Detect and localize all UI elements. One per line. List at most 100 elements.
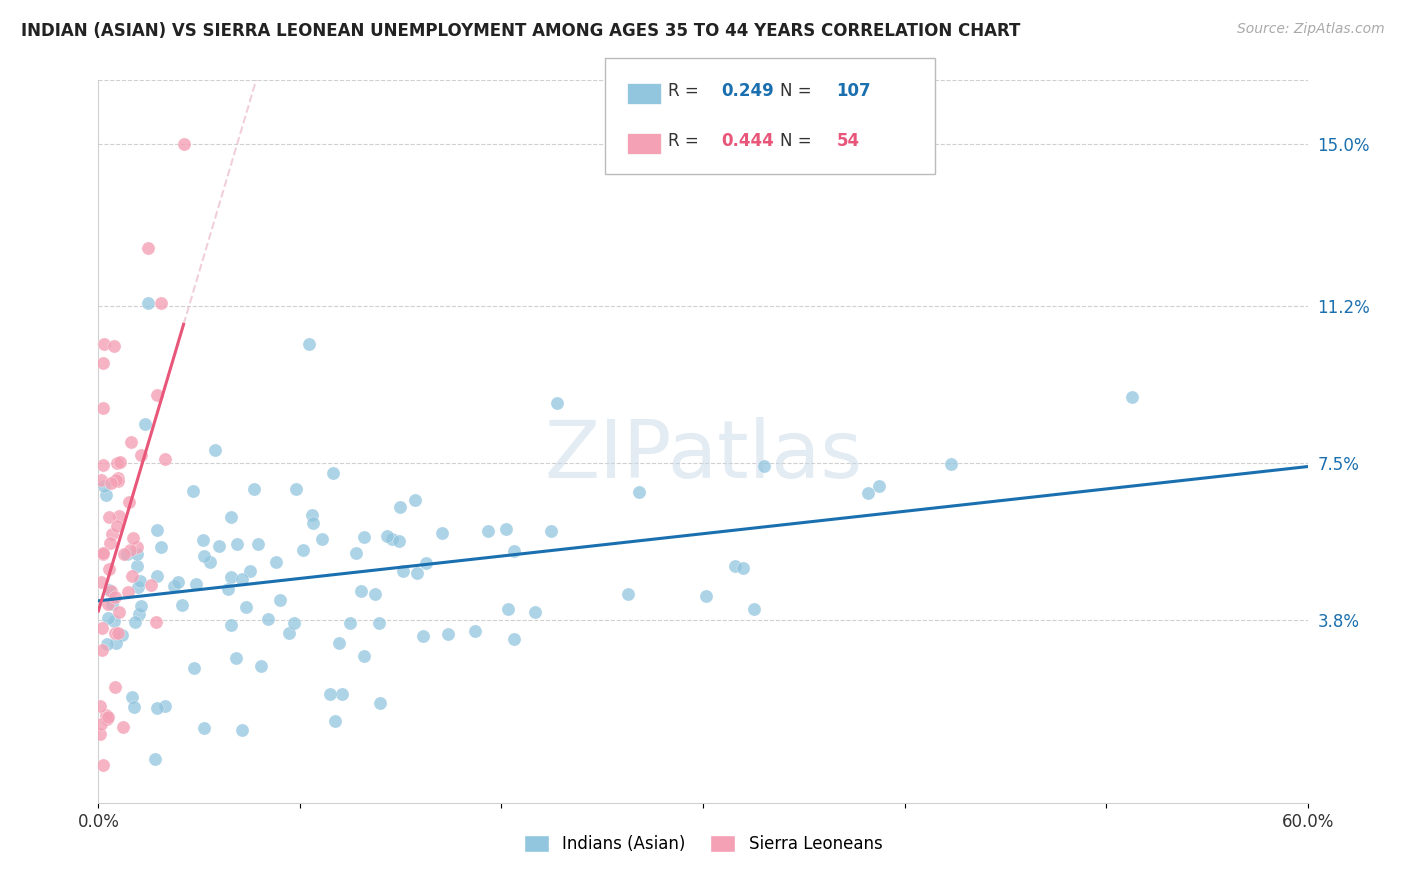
Point	[1121, 391, 1143, 405]
Point	[146, 524, 169, 538]
Point	[118, 495, 141, 509]
Point	[91, 758, 114, 772]
Point	[90, 716, 112, 731]
Point	[285, 482, 308, 496]
Point	[298, 336, 321, 351]
Point	[139, 578, 162, 592]
Point	[430, 526, 453, 541]
Point	[724, 559, 747, 574]
Point	[283, 615, 305, 630]
Point	[124, 699, 146, 714]
Point	[217, 582, 239, 597]
Point	[121, 569, 143, 583]
Point	[127, 580, 149, 594]
Point	[146, 701, 169, 715]
Point	[91, 401, 114, 416]
Point	[302, 516, 325, 531]
Point	[540, 524, 562, 538]
Point	[193, 721, 215, 735]
Point	[136, 241, 159, 255]
Text: 0.444: 0.444	[721, 132, 775, 150]
Point	[91, 547, 114, 561]
Point	[94, 708, 117, 723]
Point	[100, 475, 122, 490]
Point	[112, 547, 135, 561]
Point	[89, 727, 111, 741]
Point	[246, 536, 269, 550]
Point	[523, 605, 546, 619]
Point	[121, 690, 143, 704]
Point	[219, 618, 242, 632]
Point	[204, 442, 226, 457]
Point	[278, 625, 301, 640]
Point	[110, 628, 132, 642]
Point	[107, 470, 129, 484]
Point	[91, 545, 114, 559]
Point	[120, 435, 142, 450]
Point	[350, 583, 373, 598]
Point	[145, 388, 167, 402]
Point	[105, 519, 128, 533]
Point	[339, 615, 361, 630]
Point	[125, 547, 148, 561]
Point	[184, 576, 207, 591]
Point	[124, 615, 146, 630]
Point	[100, 584, 122, 599]
Point	[97, 510, 120, 524]
Text: INDIAN (ASIAN) VS SIERRA LEONEAN UNEMPLOYMENT AMONG AGES 35 TO 44 YEARS CORRELAT: INDIAN (ASIAN) VS SIERRA LEONEAN UNEMPLO…	[21, 22, 1021, 40]
Point	[97, 611, 120, 625]
Point	[257, 611, 280, 625]
Point	[219, 570, 242, 584]
Point	[146, 569, 169, 583]
Text: 0.249: 0.249	[721, 82, 775, 100]
Point	[389, 500, 412, 515]
Point	[292, 543, 315, 558]
Point	[101, 597, 124, 611]
Point	[103, 338, 125, 352]
Point	[231, 723, 253, 737]
Point	[107, 606, 129, 620]
Point	[162, 579, 184, 593]
Point	[191, 533, 214, 548]
Point	[330, 687, 353, 701]
Point	[183, 661, 205, 675]
Point	[856, 486, 879, 500]
Point	[405, 566, 427, 581]
Point	[412, 630, 434, 644]
Point	[311, 532, 333, 546]
Text: Source: ZipAtlas.com: Source: ZipAtlas.com	[1237, 22, 1385, 37]
Point	[546, 395, 568, 409]
Point	[868, 479, 890, 493]
Point	[90, 574, 112, 589]
Point	[368, 616, 391, 631]
Point	[110, 455, 132, 469]
Point	[363, 587, 385, 601]
Text: ZIPatlas: ZIPatlas	[544, 417, 862, 495]
Point	[112, 720, 135, 734]
Point	[129, 599, 152, 614]
Point	[108, 508, 131, 523]
Point	[269, 593, 291, 607]
Point	[733, 561, 755, 575]
Point	[127, 540, 149, 554]
Point	[107, 626, 129, 640]
Point	[415, 557, 437, 571]
Point	[97, 598, 120, 612]
Point	[96, 488, 118, 502]
Point	[170, 598, 193, 612]
Point	[127, 558, 149, 573]
Point	[225, 651, 247, 665]
Point	[104, 680, 127, 694]
Point	[150, 540, 173, 554]
Point	[107, 475, 129, 489]
Point	[381, 532, 404, 546]
Point	[89, 699, 111, 714]
Point	[939, 457, 962, 471]
Point	[117, 585, 139, 599]
Point	[105, 635, 128, 649]
Point	[173, 136, 195, 151]
Point	[323, 714, 346, 728]
Point	[181, 484, 204, 499]
Point	[104, 626, 127, 640]
Point	[502, 543, 524, 558]
